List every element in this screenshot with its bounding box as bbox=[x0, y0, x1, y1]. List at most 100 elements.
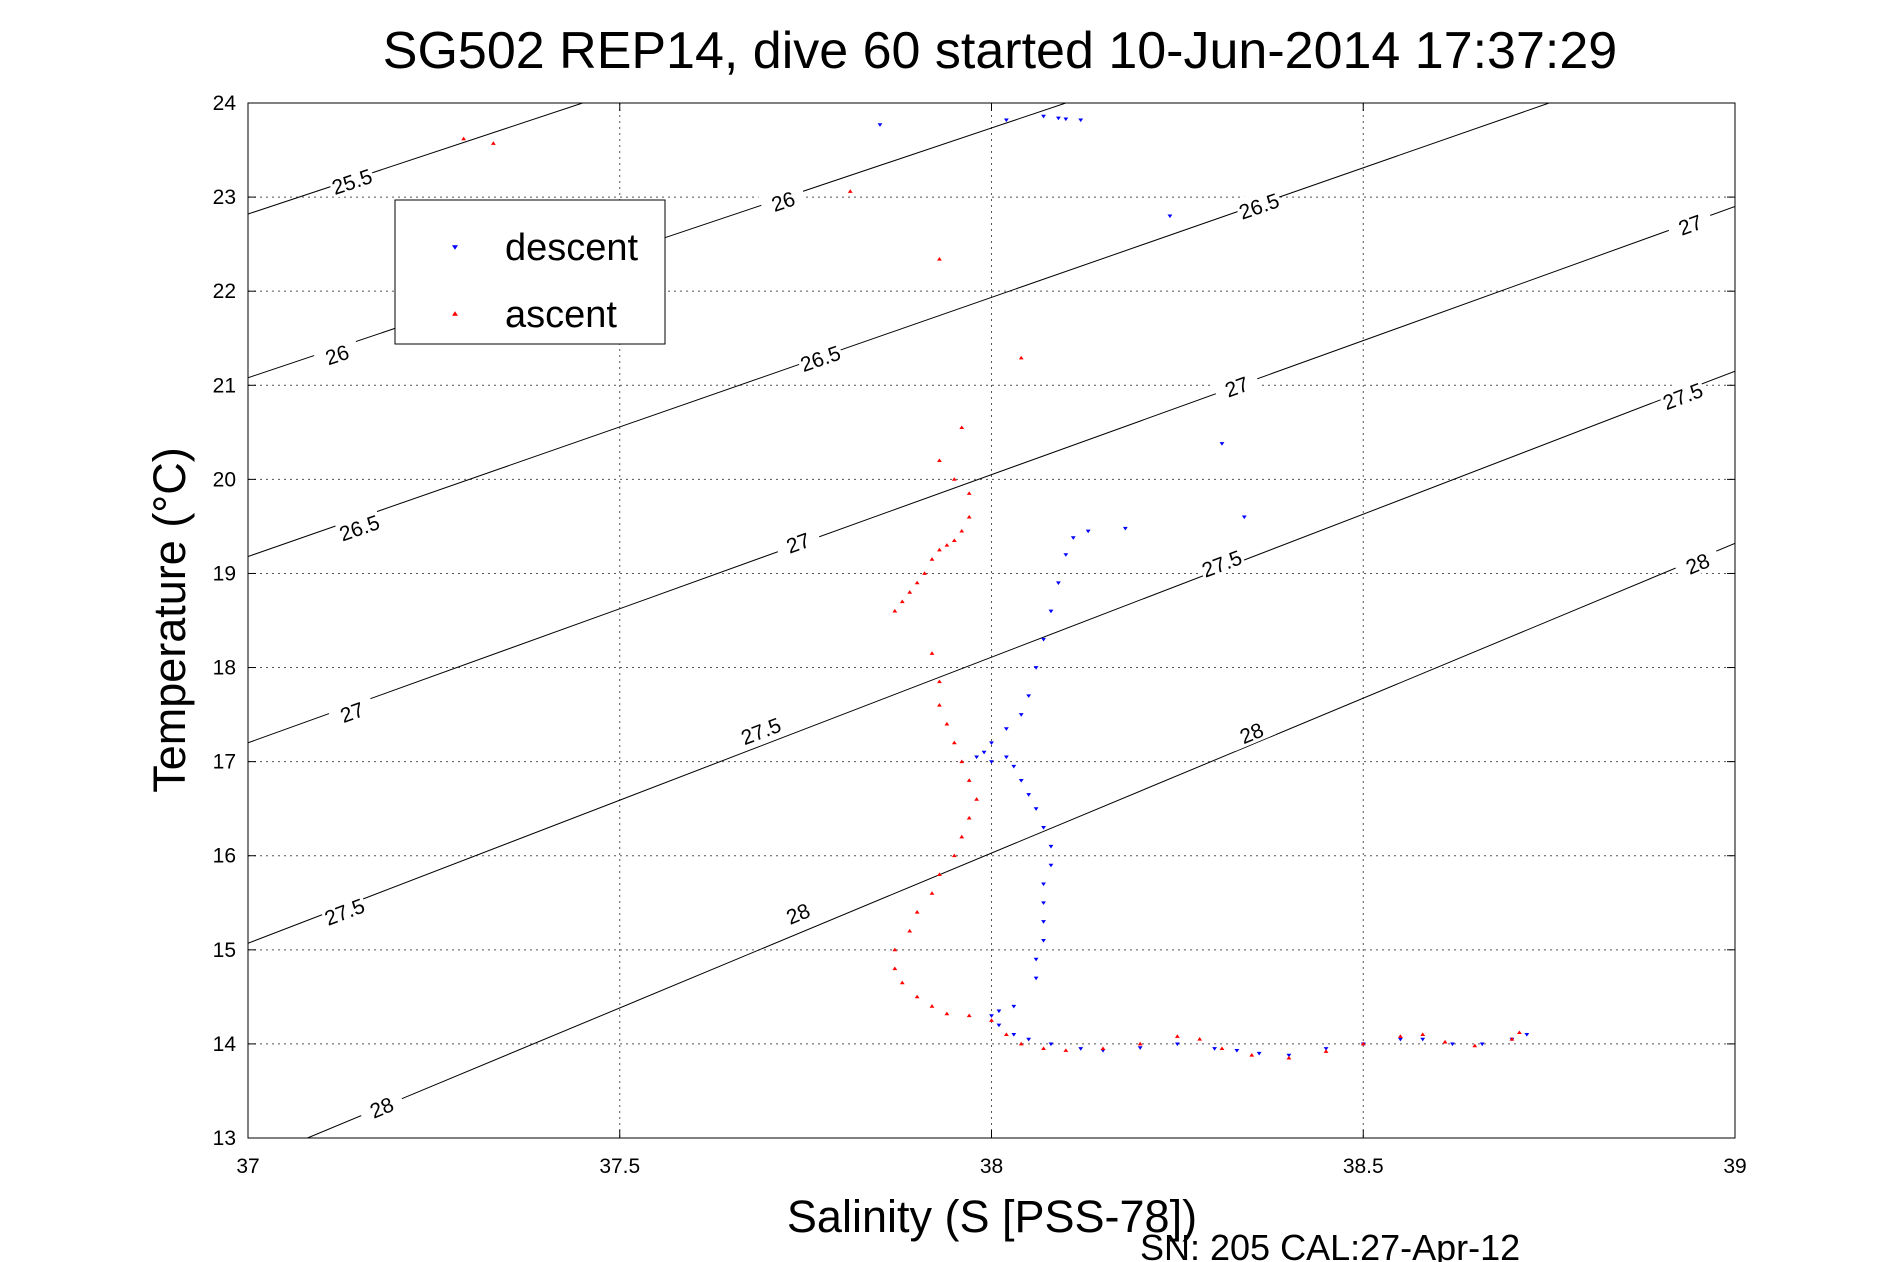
x-tick-label: 37 bbox=[236, 1155, 259, 1178]
descent-point bbox=[1003, 755, 1009, 760]
descent-point bbox=[1048, 1042, 1054, 1047]
ascent-point bbox=[966, 514, 972, 519]
descent-point bbox=[1026, 694, 1032, 698]
y-tick-label: 20 bbox=[213, 468, 236, 491]
ascent-point bbox=[892, 947, 898, 952]
descent-point bbox=[1078, 118, 1084, 123]
y-tick-label: 14 bbox=[213, 1033, 237, 1056]
ascent-point bbox=[892, 966, 898, 971]
descent-point bbox=[1056, 116, 1061, 121]
y-axis-title: Temperature (°C) bbox=[144, 447, 195, 793]
ascent-point bbox=[914, 580, 920, 585]
density-contour-label: 27.5 bbox=[1657, 375, 1708, 415]
ascent-point bbox=[1219, 1046, 1225, 1051]
x-tick-label: 37.5 bbox=[599, 1155, 640, 1178]
ascent-point bbox=[1018, 355, 1024, 360]
density-contour-label: 27 bbox=[772, 522, 823, 561]
ascent-point bbox=[914, 994, 920, 999]
x-axis-ticks: 37 37.5 38 38.5 39 bbox=[236, 103, 1747, 1178]
ascent-point bbox=[937, 458, 942, 462]
y-tick-label: 21 bbox=[213, 374, 236, 397]
ascent-point bbox=[1174, 1034, 1180, 1038]
descent-point bbox=[1085, 529, 1091, 534]
ascent-point bbox=[907, 590, 913, 594]
descent-point bbox=[1033, 957, 1039, 962]
ascent-point bbox=[1509, 1037, 1515, 1041]
density-contour-label: 27 bbox=[1211, 366, 1261, 405]
ascent-point bbox=[937, 679, 942, 684]
density-contour-labels: 25.5 26 26 26.5 26.5 26.5 27 27 27 27 27.5 27.5 27.5… bbox=[311, 161, 1722, 1126]
ascent-point bbox=[1100, 1046, 1106, 1051]
ascent-point bbox=[847, 189, 853, 193]
legend: descent ascent bbox=[394, 199, 666, 345]
descent-point bbox=[1122, 526, 1128, 531]
ascent-point bbox=[929, 1004, 935, 1008]
contour-label-background bbox=[772, 892, 823, 932]
density-contour-label: 25.5 bbox=[326, 161, 377, 200]
ascent-point bbox=[959, 528, 965, 533]
ascent-point bbox=[951, 477, 957, 481]
density-contour-label: 27.5 bbox=[319, 891, 369, 931]
descent-point bbox=[1063, 553, 1069, 557]
contour-label-background bbox=[334, 507, 384, 545]
descent-point bbox=[1041, 637, 1046, 642]
density-contour-label: 27 bbox=[326, 692, 377, 730]
ascent-point bbox=[937, 547, 942, 552]
ascent-point bbox=[1286, 1055, 1292, 1060]
ascent-point bbox=[899, 599, 905, 604]
x-axis-title: Salinity (S [PSS-78]) bbox=[787, 1191, 1197, 1242]
density-contour-label: 27.5 bbox=[735, 710, 786, 750]
descent-point bbox=[1420, 1037, 1426, 1042]
ascent-point bbox=[929, 891, 935, 895]
descent-point bbox=[1212, 1047, 1217, 1051]
descent-point bbox=[1524, 1033, 1530, 1037]
ascent-point bbox=[461, 136, 467, 141]
density-contour-label: 27 bbox=[1664, 204, 1715, 243]
ascent-point bbox=[1137, 1041, 1143, 1046]
contour-label-background bbox=[1664, 204, 1715, 243]
y-tick-label: 16 bbox=[213, 845, 236, 868]
ascent-point bbox=[1472, 1043, 1478, 1048]
y-tick-label: 24 bbox=[213, 92, 237, 115]
descent-point bbox=[1063, 117, 1069, 122]
descent-point bbox=[974, 755, 980, 760]
descent-point bbox=[1041, 938, 1046, 943]
descent-point bbox=[989, 741, 994, 745]
density-contour-line bbox=[248, 206, 1735, 744]
ascent-point bbox=[966, 491, 972, 495]
descent-point bbox=[1033, 976, 1039, 981]
ascent-point bbox=[974, 797, 980, 801]
ascent-point bbox=[1003, 1032, 1009, 1036]
ascent-point bbox=[966, 778, 972, 782]
contour-label-background bbox=[772, 522, 823, 561]
descent-point bbox=[1018, 779, 1024, 783]
descent-point bbox=[1033, 807, 1039, 811]
ascent-point bbox=[1360, 1041, 1366, 1046]
density-contour-label: 28 bbox=[1672, 542, 1722, 582]
density-contour-line bbox=[307, 542, 1735, 1138]
data-series bbox=[461, 114, 1530, 1060]
ascent-point bbox=[914, 910, 920, 914]
ascent-point bbox=[959, 759, 965, 764]
density-contour-line bbox=[248, 103, 583, 215]
descent-point bbox=[1041, 114, 1046, 119]
contour-label-text: 27.5 bbox=[1199, 546, 1245, 582]
descent-point bbox=[1018, 713, 1024, 717]
x-tick-label: 38.5 bbox=[1343, 1155, 1384, 1178]
descent-point bbox=[981, 750, 987, 755]
descent-point bbox=[1323, 1047, 1329, 1051]
legend-label-descent: descent bbox=[505, 227, 639, 269]
descent-point bbox=[1219, 442, 1225, 446]
descent-point bbox=[1241, 515, 1247, 520]
y-tick-label: 17 bbox=[213, 751, 236, 774]
ascent-point bbox=[1041, 1046, 1046, 1051]
ascent-point bbox=[937, 257, 942, 261]
ascent-point bbox=[944, 1011, 950, 1016]
descent-point bbox=[1041, 826, 1046, 830]
density-contour-label: 26.5 bbox=[334, 507, 384, 546]
descent-point bbox=[1137, 1046, 1143, 1050]
ascent-point bbox=[937, 703, 942, 707]
contour-label-background bbox=[1672, 542, 1722, 582]
contour-label-background bbox=[311, 334, 362, 372]
descent-point bbox=[1041, 901, 1046, 905]
